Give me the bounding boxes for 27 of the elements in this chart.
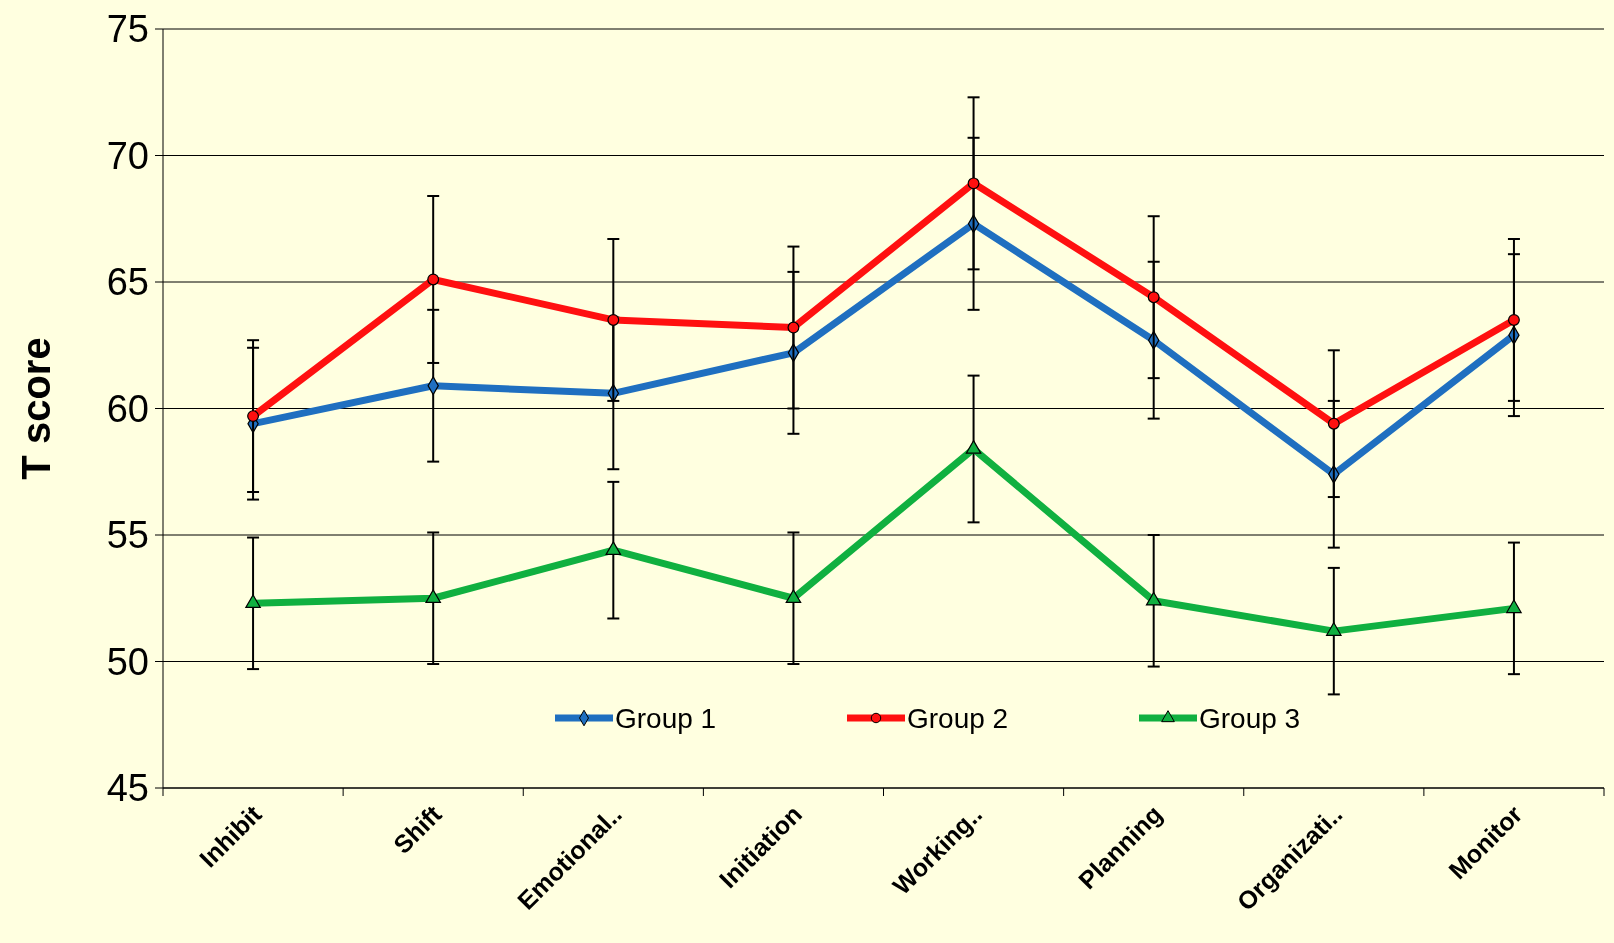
point bbox=[1326, 622, 1342, 636]
point bbox=[965, 440, 982, 454]
point bbox=[247, 410, 260, 423]
point bbox=[1147, 291, 1160, 304]
point bbox=[1327, 417, 1340, 430]
y-tick-label: 70 bbox=[106, 134, 149, 177]
y-tick-label: 55 bbox=[106, 514, 149, 557]
legend-label: Group 2 bbox=[907, 702, 1009, 734]
point bbox=[245, 594, 261, 609]
legend-label: Group 3 bbox=[1199, 702, 1301, 734]
point bbox=[1145, 591, 1162, 606]
point bbox=[967, 177, 980, 190]
point bbox=[425, 589, 441, 604]
y-axis-title: T score bbox=[14, 337, 58, 480]
y-tick-label: 50 bbox=[106, 640, 149, 683]
y-tick-label: 65 bbox=[106, 261, 149, 304]
legend-label: Group 1 bbox=[615, 702, 717, 734]
y-tick-label: 75 bbox=[106, 8, 149, 51]
point bbox=[1506, 599, 1522, 614]
point bbox=[605, 541, 622, 555]
y-tick-label: 60 bbox=[106, 387, 149, 430]
y-tick-label: 45 bbox=[106, 767, 149, 810]
point bbox=[787, 321, 800, 334]
point bbox=[1507, 314, 1520, 326]
point bbox=[427, 273, 440, 286]
point bbox=[607, 314, 620, 326]
point bbox=[785, 589, 802, 604]
